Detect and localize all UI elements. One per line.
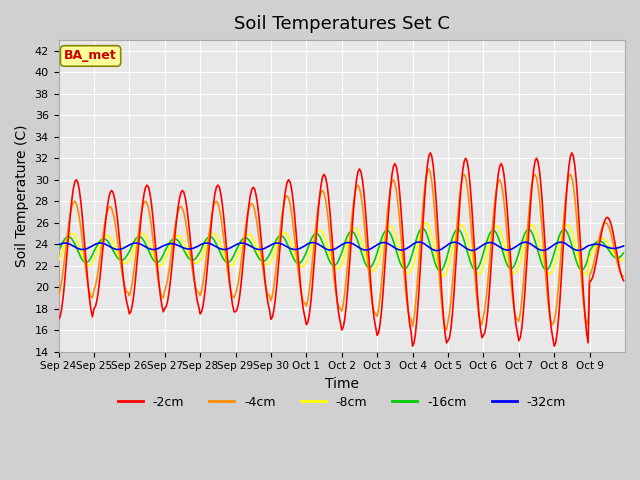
Legend: -2cm, -4cm, -8cm, -16cm, -32cm: -2cm, -4cm, -8cm, -16cm, -32cm <box>113 391 571 414</box>
Text: BA_met: BA_met <box>64 49 117 62</box>
Y-axis label: Soil Temperature (C): Soil Temperature (C) <box>15 125 29 267</box>
X-axis label: Time: Time <box>324 377 359 391</box>
Title: Soil Temperatures Set C: Soil Temperatures Set C <box>234 15 450 33</box>
